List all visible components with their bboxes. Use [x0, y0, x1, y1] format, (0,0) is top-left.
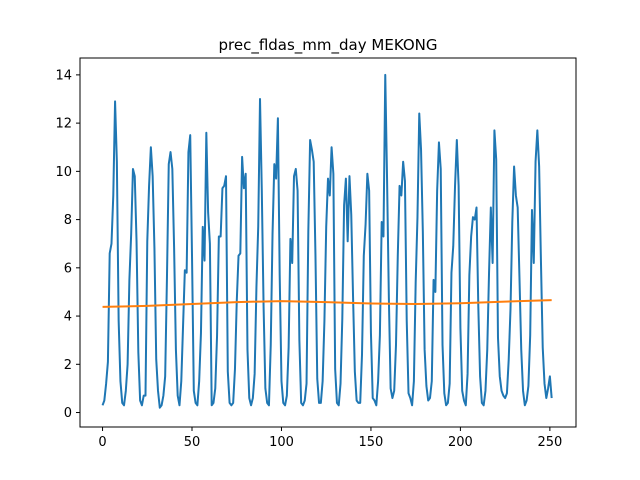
y-tick-label: 6	[64, 261, 72, 276]
x-tick-label: 0	[98, 435, 106, 450]
x-tick-label: 200	[448, 435, 473, 450]
y-tick-label: 8	[64, 213, 72, 228]
y-tick-label: 14	[55, 68, 72, 83]
series-line-2	[102, 299, 552, 308]
series-line-1	[101, 73, 553, 409]
axes-layer: 0 50 100 150 200 250 0 2 4 6 8 10 12 14	[55, 68, 562, 450]
y-tick-label: 4	[64, 310, 72, 325]
x-tick-label: 50	[184, 435, 201, 450]
y-tick-label: 0	[64, 406, 72, 421]
y-tick-label: 2	[64, 358, 72, 373]
x-tick-label: 250	[537, 435, 562, 450]
plot-frame	[79, 57, 577, 428]
chart-title: prec_fldas_mm_day MEKONG	[219, 36, 438, 55]
y-tick-label: 12	[55, 117, 72, 132]
x-tick-label: 100	[269, 435, 294, 450]
y-tick-label: 10	[55, 165, 72, 180]
x-tick-label: 150	[359, 435, 384, 450]
series-layer	[101, 73, 553, 409]
